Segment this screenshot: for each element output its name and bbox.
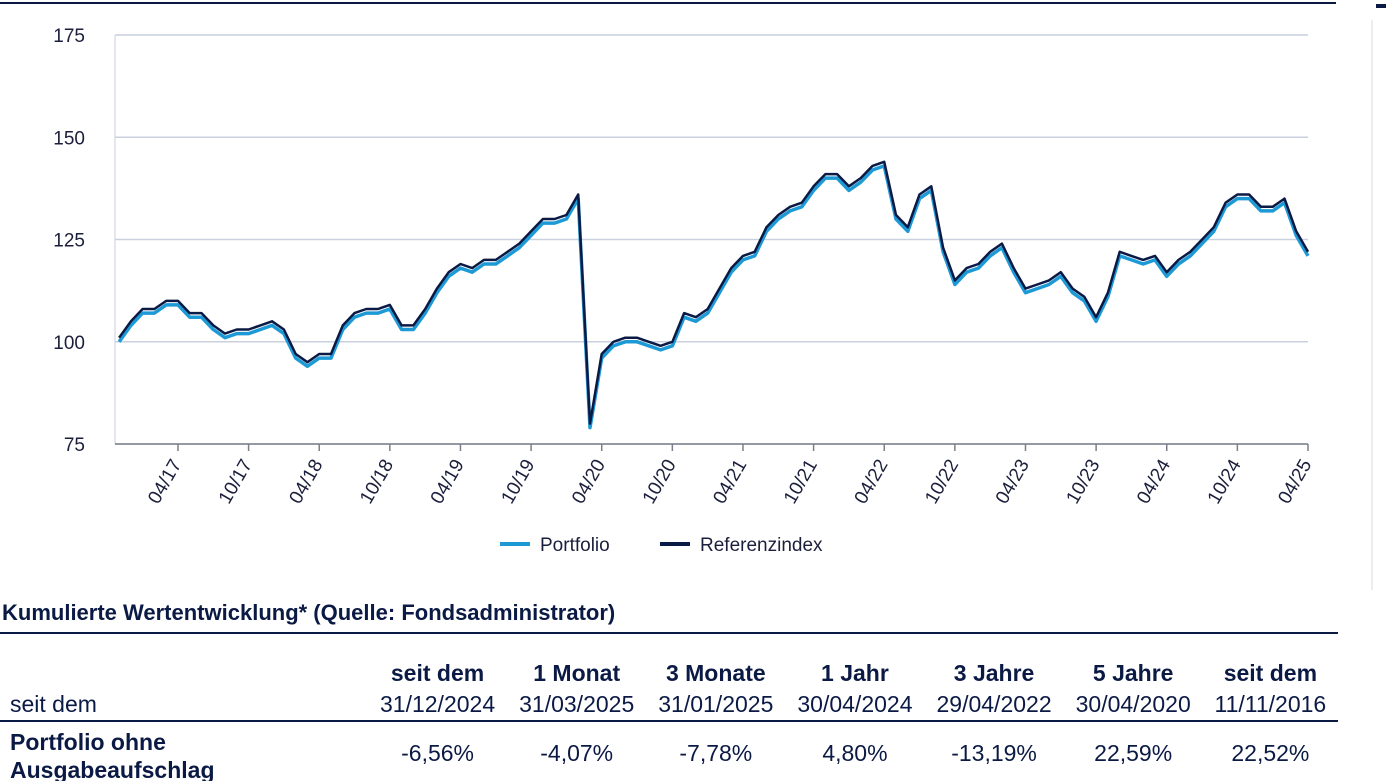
x-tick-label: 10/17 [215, 456, 257, 508]
corner-mark [1376, 4, 1386, 8]
header-cell: 11/11/2016 [1202, 688, 1338, 722]
chart: 75 100 125 150 175 04/17 10/17 04/18 10/18 04/19 1… [0, 2, 1386, 590]
header-cell: seit dem [0, 688, 368, 722]
x-tick-label: 04/23 [992, 456, 1034, 508]
table-wrap: seit dem 1 Monat 3 Monate 1 Jahr 3 Jahre 5 Ja… [0, 632, 1338, 781]
table-cell: Portfolio ohne Ausgabeaufschlag [10, 729, 215, 781]
header-cell: seit dem [390, 659, 485, 686]
x-tick-label: 10/20 [639, 456, 681, 508]
x-tick-label: 04/18 [286, 456, 328, 508]
table-title: Kumulierte Wertentwicklung* (Quelle: Fon… [2, 600, 616, 625]
x-tick-label: 04/25 [1274, 456, 1316, 508]
header-row: seit dem 31/12/2024 31/03/2025 31/01/2025 30… [0, 688, 1338, 722]
x-tick-label: 10/21 [780, 456, 822, 508]
header-cell: seit dem [1223, 659, 1318, 686]
x-tick-label: 10/22 [921, 456, 963, 508]
x-tick-label: 04/17 [144, 456, 186, 508]
y-tick-label: 100 [53, 333, 85, 354]
header-cell: 1 Monat [533, 659, 621, 686]
x-tick-label: 10/18 [356, 456, 398, 508]
header-cell: 1 Jahr [821, 659, 889, 686]
table-cell: -7,78% [679, 740, 753, 766]
series-line [118, 160, 1310, 425]
x-tick-label: 04/21 [709, 456, 751, 508]
header-cell: 30/04/2024 [785, 688, 925, 722]
header-row: seit dem 1 Monat 3 Monate 1 Jahr 3 Jahre 5 Ja… [0, 634, 1338, 688]
y-tick-label: 150 [53, 128, 85, 149]
header-cell: 31/12/2024 [368, 688, 508, 722]
legend-label: Referenzindex [700, 535, 823, 556]
y-tick-label: 125 [53, 231, 85, 252]
table-row: Portfolio ohne Ausgabeaufschlag -6,56% -4,… [0, 721, 1338, 781]
header-cell: 3 Monate [665, 659, 766, 686]
x-tick-label: 04/19 [427, 456, 469, 508]
header-cell: 31/01/2025 [646, 688, 786, 722]
legend-label: Portfolio [540, 535, 610, 556]
table-cell: 4,80% [822, 740, 888, 766]
x-tick-label: 04/20 [568, 456, 610, 508]
performance-table: seit dem 1 Monat 3 Monate 1 Jahr 3 Jahre 5 Ja… [0, 634, 1338, 781]
x-tick-label: 10/19 [497, 456, 539, 508]
table-cell: 22,52% [1231, 740, 1310, 766]
y-tick-label: 175 [53, 26, 85, 47]
x-tick-label: 10/24 [1204, 456, 1246, 508]
table-cell: 22,59% [1094, 740, 1173, 766]
y-tick-label: 75 [64, 435, 85, 456]
table-cell: -4,07% [540, 740, 614, 766]
header-cell: 5 Jahre [1092, 659, 1174, 686]
header-cell: 30/04/2020 [1063, 688, 1203, 722]
header-cell: 29/04/2022 [924, 688, 1064, 722]
table-cell: -13,19% [951, 740, 1037, 766]
x-tick-label: 04/22 [851, 456, 893, 508]
header-cell: 3 Jahre [953, 659, 1035, 686]
header-cell [0, 634, 368, 688]
table-cell: -6,56% [401, 740, 474, 766]
header-cell: 31/03/2025 [507, 688, 647, 722]
x-tick-label: 10/23 [1062, 456, 1104, 508]
x-tick-label: 04/24 [1133, 456, 1175, 508]
